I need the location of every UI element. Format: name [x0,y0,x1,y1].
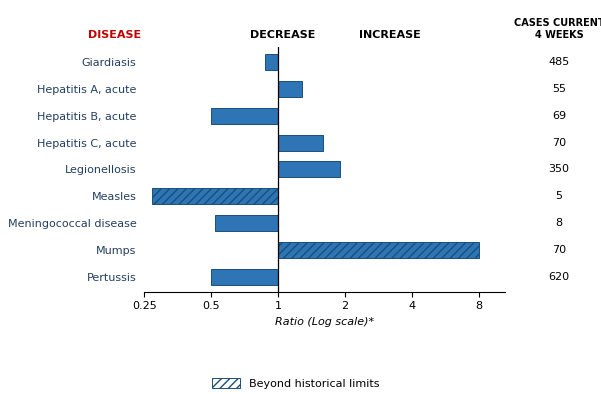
Bar [278,81,302,97]
Text: 69: 69 [552,111,566,121]
Text: INCREASE: INCREASE [359,30,420,40]
Bar [278,162,340,177]
Text: 620: 620 [548,272,570,282]
Text: 70: 70 [552,138,566,148]
Bar [151,188,278,204]
Bar [211,269,278,285]
Bar [278,242,478,258]
Text: 8: 8 [555,218,563,228]
Text: 5: 5 [555,191,563,201]
Text: CASES CURRENT
4 WEEKS: CASES CURRENT 4 WEEKS [514,19,601,40]
Bar [264,54,278,70]
Bar [215,215,278,231]
Text: DISEASE: DISEASE [88,30,141,40]
Text: 55: 55 [552,84,566,94]
Text: 70: 70 [552,245,566,255]
Text: DECREASE: DECREASE [251,30,316,40]
X-axis label: Ratio (Log scale)*: Ratio (Log scale)* [275,317,374,327]
Bar [278,134,323,151]
Text: 350: 350 [549,164,569,175]
Legend: Beyond historical limits: Beyond historical limits [212,378,379,388]
Bar [211,108,278,124]
Text: 485: 485 [548,57,570,67]
